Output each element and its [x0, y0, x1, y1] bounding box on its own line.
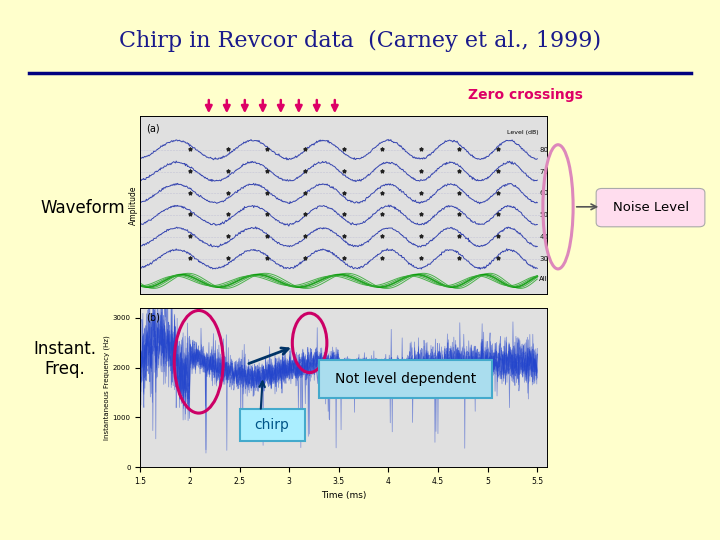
- Point: [492, 145, 503, 153]
- Point: [261, 210, 273, 219]
- Point: [300, 145, 311, 153]
- FancyBboxPatch shape: [240, 409, 305, 441]
- FancyBboxPatch shape: [596, 188, 705, 227]
- Text: Not level dependent: Not level dependent: [335, 372, 476, 386]
- Point: [300, 188, 311, 197]
- Text: 80: 80: [539, 147, 548, 153]
- Text: (a): (a): [146, 123, 160, 133]
- Text: 60: 60: [539, 191, 548, 197]
- Point: [184, 232, 196, 241]
- Point: [338, 145, 350, 153]
- Point: [222, 145, 234, 153]
- Point: [377, 232, 388, 241]
- Point: [184, 254, 196, 262]
- Point: [222, 166, 234, 175]
- Text: All: All: [539, 276, 548, 282]
- Point: [454, 210, 465, 219]
- Point: [222, 188, 234, 197]
- Point: [415, 188, 426, 197]
- Point: [492, 254, 503, 262]
- Text: Instant.
Freq.: Instant. Freq.: [33, 340, 96, 379]
- Y-axis label: Instantaneous Frequency (Hz): Instantaneous Frequency (Hz): [104, 335, 110, 440]
- Point: [454, 188, 465, 197]
- Point: [415, 232, 426, 241]
- Point: [454, 145, 465, 153]
- Point: [300, 232, 311, 241]
- Point: [338, 254, 350, 262]
- Point: [415, 166, 426, 175]
- Point: [377, 145, 388, 153]
- Point: [415, 145, 426, 153]
- Point: [184, 145, 196, 153]
- Point: [261, 145, 273, 153]
- Text: Waveform: Waveform: [40, 199, 125, 217]
- Point: [300, 166, 311, 175]
- Text: Noise Level: Noise Level: [613, 201, 689, 214]
- Point: [377, 254, 388, 262]
- Point: [338, 232, 350, 241]
- Y-axis label: Amplitude: Amplitude: [129, 185, 138, 225]
- Point: [222, 254, 234, 262]
- Text: chirp: chirp: [255, 418, 289, 432]
- Point: [492, 188, 503, 197]
- Point: [184, 188, 196, 197]
- Point: [261, 188, 273, 197]
- Text: (b): (b): [146, 313, 161, 322]
- Text: Chirp in Revcor data  (Carney et al., 1999): Chirp in Revcor data (Carney et al., 199…: [119, 30, 601, 51]
- Text: 50: 50: [539, 212, 548, 218]
- Text: Zero crossings: Zero crossings: [468, 87, 583, 102]
- Point: [415, 210, 426, 219]
- Point: [377, 188, 388, 197]
- Point: [338, 210, 350, 219]
- Point: [377, 166, 388, 175]
- Point: [377, 210, 388, 219]
- Point: [454, 254, 465, 262]
- Point: [338, 188, 350, 197]
- Point: [338, 166, 350, 175]
- Point: [492, 166, 503, 175]
- Point: [300, 210, 311, 219]
- Point: [184, 166, 196, 175]
- Text: 40: 40: [539, 234, 548, 240]
- Point: [492, 232, 503, 241]
- X-axis label: Time (ms): Time (ms): [321, 491, 366, 501]
- Point: [415, 254, 426, 262]
- Point: [261, 254, 273, 262]
- Point: [454, 166, 465, 175]
- Point: [184, 210, 196, 219]
- Point: [222, 210, 234, 219]
- Text: Level (dB): Level (dB): [507, 131, 539, 136]
- Text: 30: 30: [539, 256, 548, 262]
- Point: [300, 254, 311, 262]
- Point: [492, 210, 503, 219]
- Point: [261, 232, 273, 241]
- FancyBboxPatch shape: [319, 360, 492, 398]
- Text: 70: 70: [539, 168, 548, 174]
- Point: [222, 232, 234, 241]
- Point: [454, 232, 465, 241]
- Point: [261, 166, 273, 175]
